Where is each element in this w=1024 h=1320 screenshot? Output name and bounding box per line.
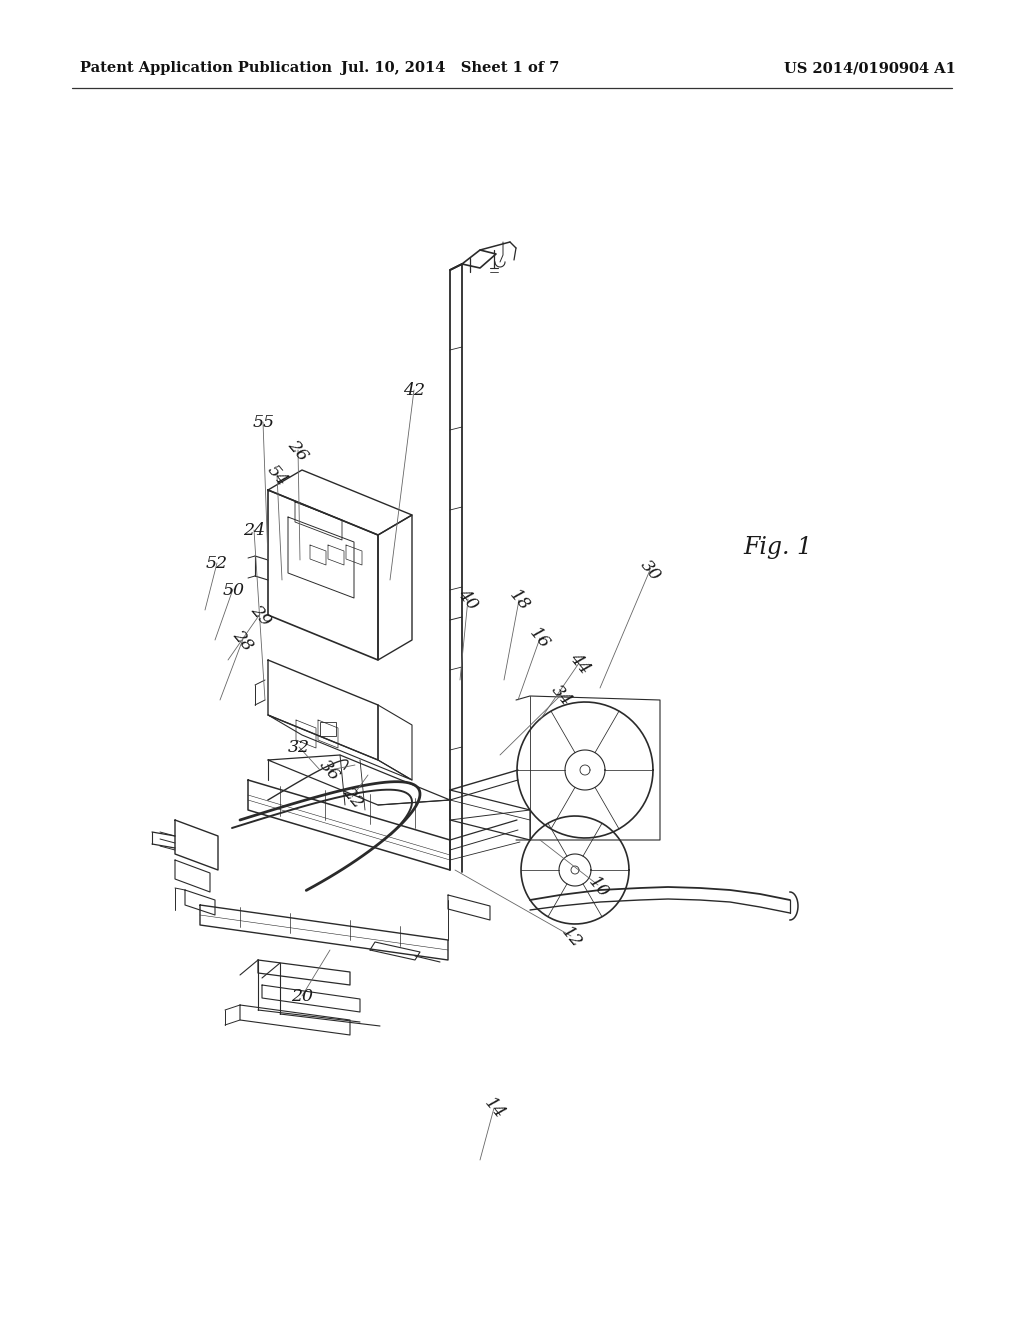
Text: Patent Application Publication: Patent Application Publication [80,61,332,75]
Text: Jul. 10, 2014   Sheet 1 of 7: Jul. 10, 2014 Sheet 1 of 7 [341,61,559,75]
Text: 44: 44 [566,649,593,678]
Text: 14: 14 [481,1094,508,1123]
Text: 26: 26 [285,436,311,465]
Text: 20: 20 [291,989,313,1005]
Text: 32: 32 [288,739,310,755]
Text: 24: 24 [243,523,265,539]
Text: 18: 18 [506,586,532,615]
Text: US 2014/0190904 A1: US 2014/0190904 A1 [784,61,956,75]
Text: 42: 42 [402,383,425,399]
Bar [319,722,336,737]
Text: 30: 30 [637,556,664,585]
Text: 28: 28 [229,626,256,655]
Text: 29: 29 [247,601,273,630]
Text: 54: 54 [264,461,291,490]
Text: 12: 12 [558,923,585,952]
Text: 10: 10 [585,873,611,902]
Text: 52: 52 [206,556,228,572]
Text: 16: 16 [526,624,553,653]
Text: Fig. 1: Fig. 1 [743,536,813,560]
Text: 22: 22 [339,783,366,812]
Text: 40: 40 [455,585,481,614]
Text: 50: 50 [222,582,245,598]
Text: 36: 36 [316,756,343,785]
Text: 34: 34 [548,681,574,710]
Text: 55: 55 [252,414,274,430]
